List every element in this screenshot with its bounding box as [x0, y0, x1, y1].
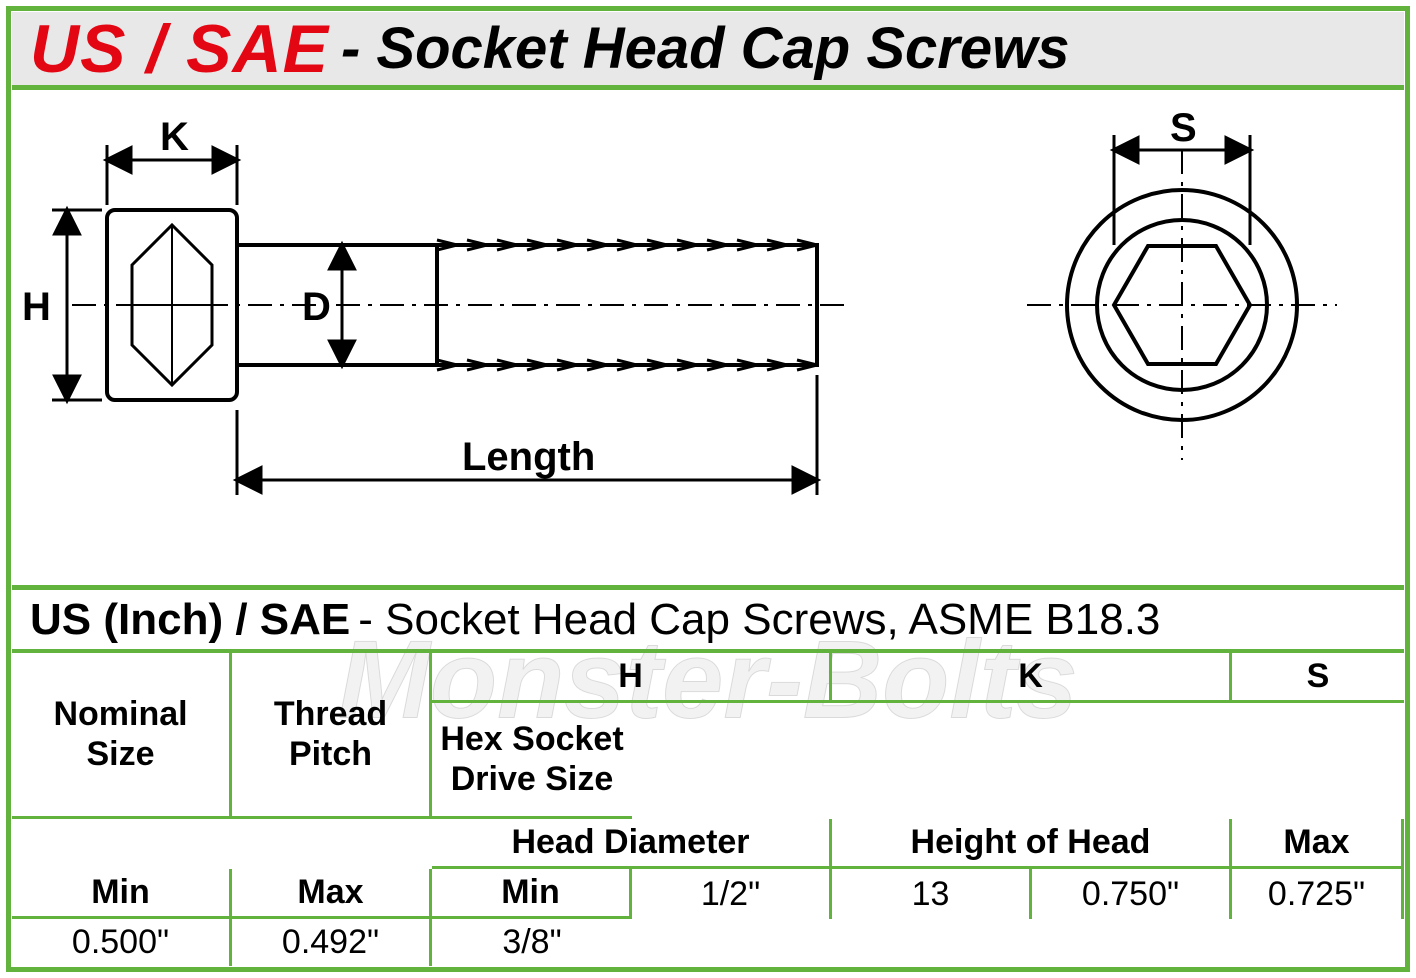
diagram-area: K H D Length — [12, 95, 1404, 585]
val-K-min: 0.492" — [232, 919, 432, 966]
table-title-lead: US (Inch) / SAE — [30, 595, 350, 645]
val-K-max: 0.500" — [12, 919, 232, 966]
thread-pitch-label: Thread Pitch — [240, 695, 421, 773]
col-K-letter: K — [832, 653, 1232, 703]
val-S: 3/8" — [432, 919, 632, 966]
col-K-max-label: Max — [232, 869, 432, 919]
label-H: H — [22, 285, 51, 329]
label-K: K — [160, 115, 189, 159]
screw-diagram: K H D Length — [12, 95, 1404, 585]
col-H-letter: H — [432, 653, 832, 703]
val-H-min: 0.725" — [1232, 869, 1404, 919]
col-H-label: Head Diameter — [432, 819, 832, 869]
col-thread-pitch-header: Thread Pitch — [232, 653, 432, 819]
table-title-rest: - Socket Head Cap Screws, ASME B18.3 — [358, 595, 1160, 645]
col-K-min-label: Min — [432, 869, 632, 919]
label-D: D — [302, 285, 331, 329]
col-H-max-label: Max — [1232, 819, 1404, 869]
nominal-size-label: Nominal Size — [20, 695, 221, 773]
val-nominal-size: 1/2" — [632, 869, 832, 919]
title-bar: US / SAE - Socket Head Cap Screws — [12, 12, 1404, 90]
col-nominal-size-header: Nominal Size — [12, 653, 232, 819]
hex-socket-label: Hex Socket Drive Size — [440, 720, 624, 798]
label-length: Length — [462, 435, 595, 479]
label-S: S — [1170, 106, 1197, 150]
title-rest: - Socket Head Cap Screws — [341, 15, 1070, 82]
title-highlight: US / SAE — [30, 10, 329, 88]
screw-end-view — [1027, 150, 1337, 460]
val-thread-pitch: 13 — [832, 869, 1032, 919]
spec-table: US (Inch) / SAE - Socket Head Cap Screws… — [12, 585, 1404, 966]
table-title: US (Inch) / SAE - Socket Head Cap Screws… — [12, 590, 1404, 653]
col-S-label: Hex Socket Drive Size — [432, 703, 632, 819]
val-H-max: 0.750" — [1032, 869, 1232, 919]
screw-side-view — [72, 210, 852, 400]
col-H-min-label: Min — [12, 869, 232, 919]
table-grid: Nominal Size Thread Pitch H K S Head Dia… — [12, 653, 1404, 966]
col-K-label: Height of Head — [832, 819, 1232, 869]
col-S-letter: S — [1232, 653, 1404, 703]
